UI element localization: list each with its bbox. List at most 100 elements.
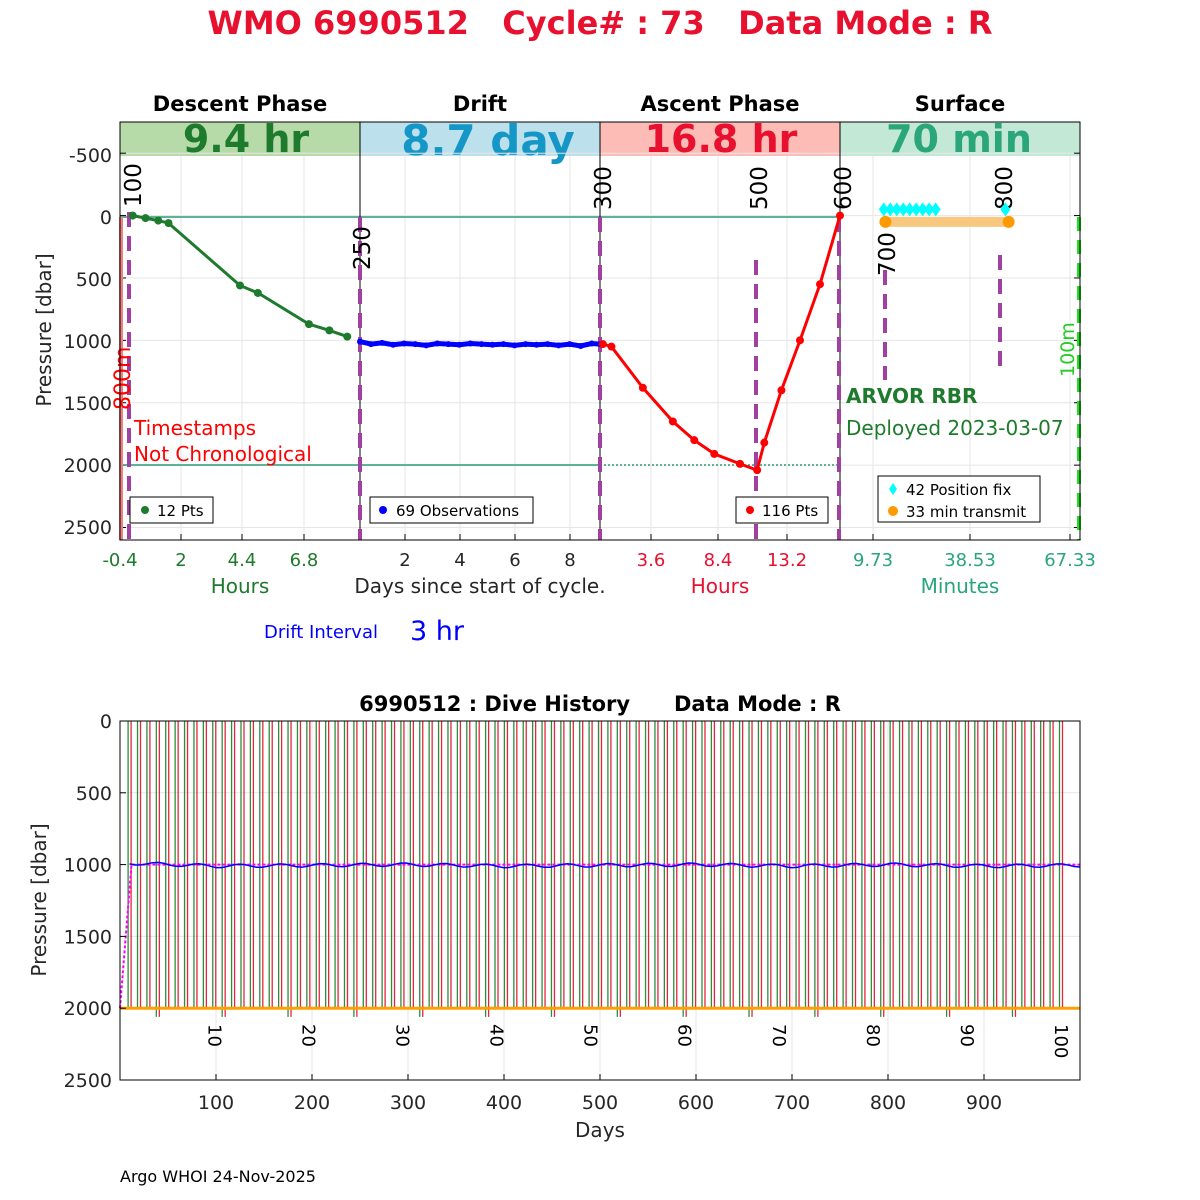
cycle-number-label: 70	[768, 1024, 789, 1047]
x-tick-label: 6	[509, 550, 520, 571]
ascent-data-point	[607, 342, 616, 351]
history-x-tick-label: 100	[198, 1092, 234, 1114]
position-fix-point	[891, 202, 902, 217]
x-tick-label: 8	[564, 550, 575, 571]
history-title: 6990512 : Dive History Data Mode : R	[359, 692, 841, 716]
y-tick-label: 500	[76, 269, 112, 291]
history-y-tick-label: 2500	[64, 1070, 112, 1092]
descent-duration: 9.4 hr	[183, 117, 310, 161]
drift-data-point	[379, 339, 386, 346]
cycle-plot-frame	[119, 121, 1081, 541]
drift-data-point	[423, 342, 430, 349]
x-tick-label: 67.33	[1044, 550, 1096, 571]
x-tick-label: 9.73	[853, 550, 893, 571]
descent-data-point	[304, 320, 313, 329]
drift-data-point	[544, 341, 551, 348]
position-fix-point	[1000, 202, 1011, 217]
drift-data-point	[577, 342, 584, 349]
cycle-number-label: 30	[391, 1024, 412, 1047]
descent-data-point	[128, 211, 137, 220]
drift-data-point	[555, 342, 562, 349]
drift-data-point	[401, 340, 408, 347]
drift-data-point	[588, 340, 595, 347]
ascent-legend-text: 116 Pts	[762, 502, 818, 520]
dive-history-plot: 6990512 : Dive History Data Mode : R 0 50…	[27, 692, 1081, 1142]
drift-interval-label: Drift Interval	[264, 622, 378, 643]
y-tick-label: 2500	[64, 517, 112, 539]
ascent-data-point	[760, 438, 769, 447]
ascent-data-point	[710, 449, 719, 458]
right-depth-label: 100m	[1057, 322, 1079, 377]
marker-label-300: 300	[591, 166, 617, 210]
marker-label-700: 700	[875, 232, 901, 276]
x-tick-label: 38.53	[944, 550, 996, 571]
drift-data-point	[511, 342, 518, 349]
drift-data-point	[456, 341, 463, 348]
x-tick-label: 2	[175, 550, 186, 571]
ascent-data-point	[796, 336, 804, 345]
fix-legend-text: 42 Position fix	[906, 481, 1011, 499]
deployment-date: Deployed 2023-03-07	[846, 416, 1064, 440]
drift-data-point	[500, 341, 507, 348]
descent-data-point	[343, 332, 352, 341]
x-tick-label: 8.4	[704, 550, 733, 571]
history-x-tick-label: 900	[966, 1092, 1002, 1114]
drift-data-point	[533, 341, 540, 348]
drift-data-point	[412, 341, 419, 348]
drift-data-point	[566, 341, 573, 348]
y-tick-label: 2000	[64, 455, 112, 477]
ascent-duration-band	[600, 122, 840, 156]
descent-data-point	[141, 214, 150, 223]
ascent-data-point	[836, 211, 844, 220]
position-fix-point	[885, 202, 896, 217]
ascent-data-point	[668, 417, 677, 426]
footer-credit: Argo WHOI 24-Nov-2025	[120, 1167, 316, 1186]
history-x-tick-label: 400	[486, 1092, 522, 1114]
cycle-number-label: 100	[1050, 1024, 1071, 1058]
marker-label-250: 250	[350, 226, 376, 270]
marker-label-800: 800	[992, 166, 1018, 210]
marker-label-600: 600	[831, 166, 857, 210]
cycle-number-label: 20	[297, 1024, 318, 1047]
drift-legend-text: 69 Observations	[396, 502, 519, 520]
cycle-number-label: 60	[674, 1024, 695, 1047]
transmit-point	[1002, 215, 1015, 228]
cycle-number-label: 80	[862, 1024, 883, 1047]
x-tick-label: 4.4	[228, 550, 257, 571]
surface-x-label: Minutes	[921, 574, 1000, 598]
drift-data-point	[434, 340, 441, 347]
drift-phase-heading: Drift	[453, 92, 507, 116]
figure-title: WMO 6990512 Cycle# : 73 Data Mode : R	[208, 4, 993, 42]
ascent-data-point	[598, 340, 607, 349]
cycle-series	[128, 202, 1015, 475]
history-series	[119, 721, 1081, 1017]
drift-duration: 8.7 day	[401, 116, 575, 165]
position-fix-point	[924, 202, 935, 217]
ascent-duration: 16.8 hr	[645, 117, 798, 161]
drift-data-point	[478, 341, 485, 348]
surface-legend: 42 Position fix 33 min transmit	[877, 475, 1041, 523]
descent-data-point	[325, 326, 334, 335]
history-y-tick-label: 1500	[64, 926, 112, 948]
ascent-profile-line	[602, 215, 842, 473]
position-fix-point	[917, 202, 928, 217]
position-fix-point	[930, 202, 941, 217]
descent-data-point	[164, 219, 173, 228]
history-x-tick-label: 600	[678, 1092, 714, 1114]
drift-data-point	[445, 341, 452, 348]
history-x-tick-label: 200	[294, 1092, 330, 1114]
cycle-number-label: 10	[203, 1024, 224, 1047]
left-depth-label: 800m	[111, 347, 136, 410]
marker-label-500: 500	[747, 166, 773, 210]
legend-marker	[746, 506, 754, 514]
history-frame	[119, 720, 1081, 1081]
history-x-tick-label: 300	[390, 1092, 426, 1114]
history-y-tick-label: 1000	[64, 855, 112, 877]
ascent-data-point	[638, 383, 647, 392]
descent-legend: 12 Pts	[129, 496, 214, 524]
history-ticks: 0 500 1000 1500 2000 2500 100 200 300 400 500 600 70…	[64, 711, 1071, 1114]
history-y-tick-label: 2000	[64, 998, 112, 1020]
legend-marker	[889, 483, 897, 495]
surface-duration: 70 min	[886, 117, 1032, 161]
history-x-axis-label: Days	[575, 1118, 625, 1142]
